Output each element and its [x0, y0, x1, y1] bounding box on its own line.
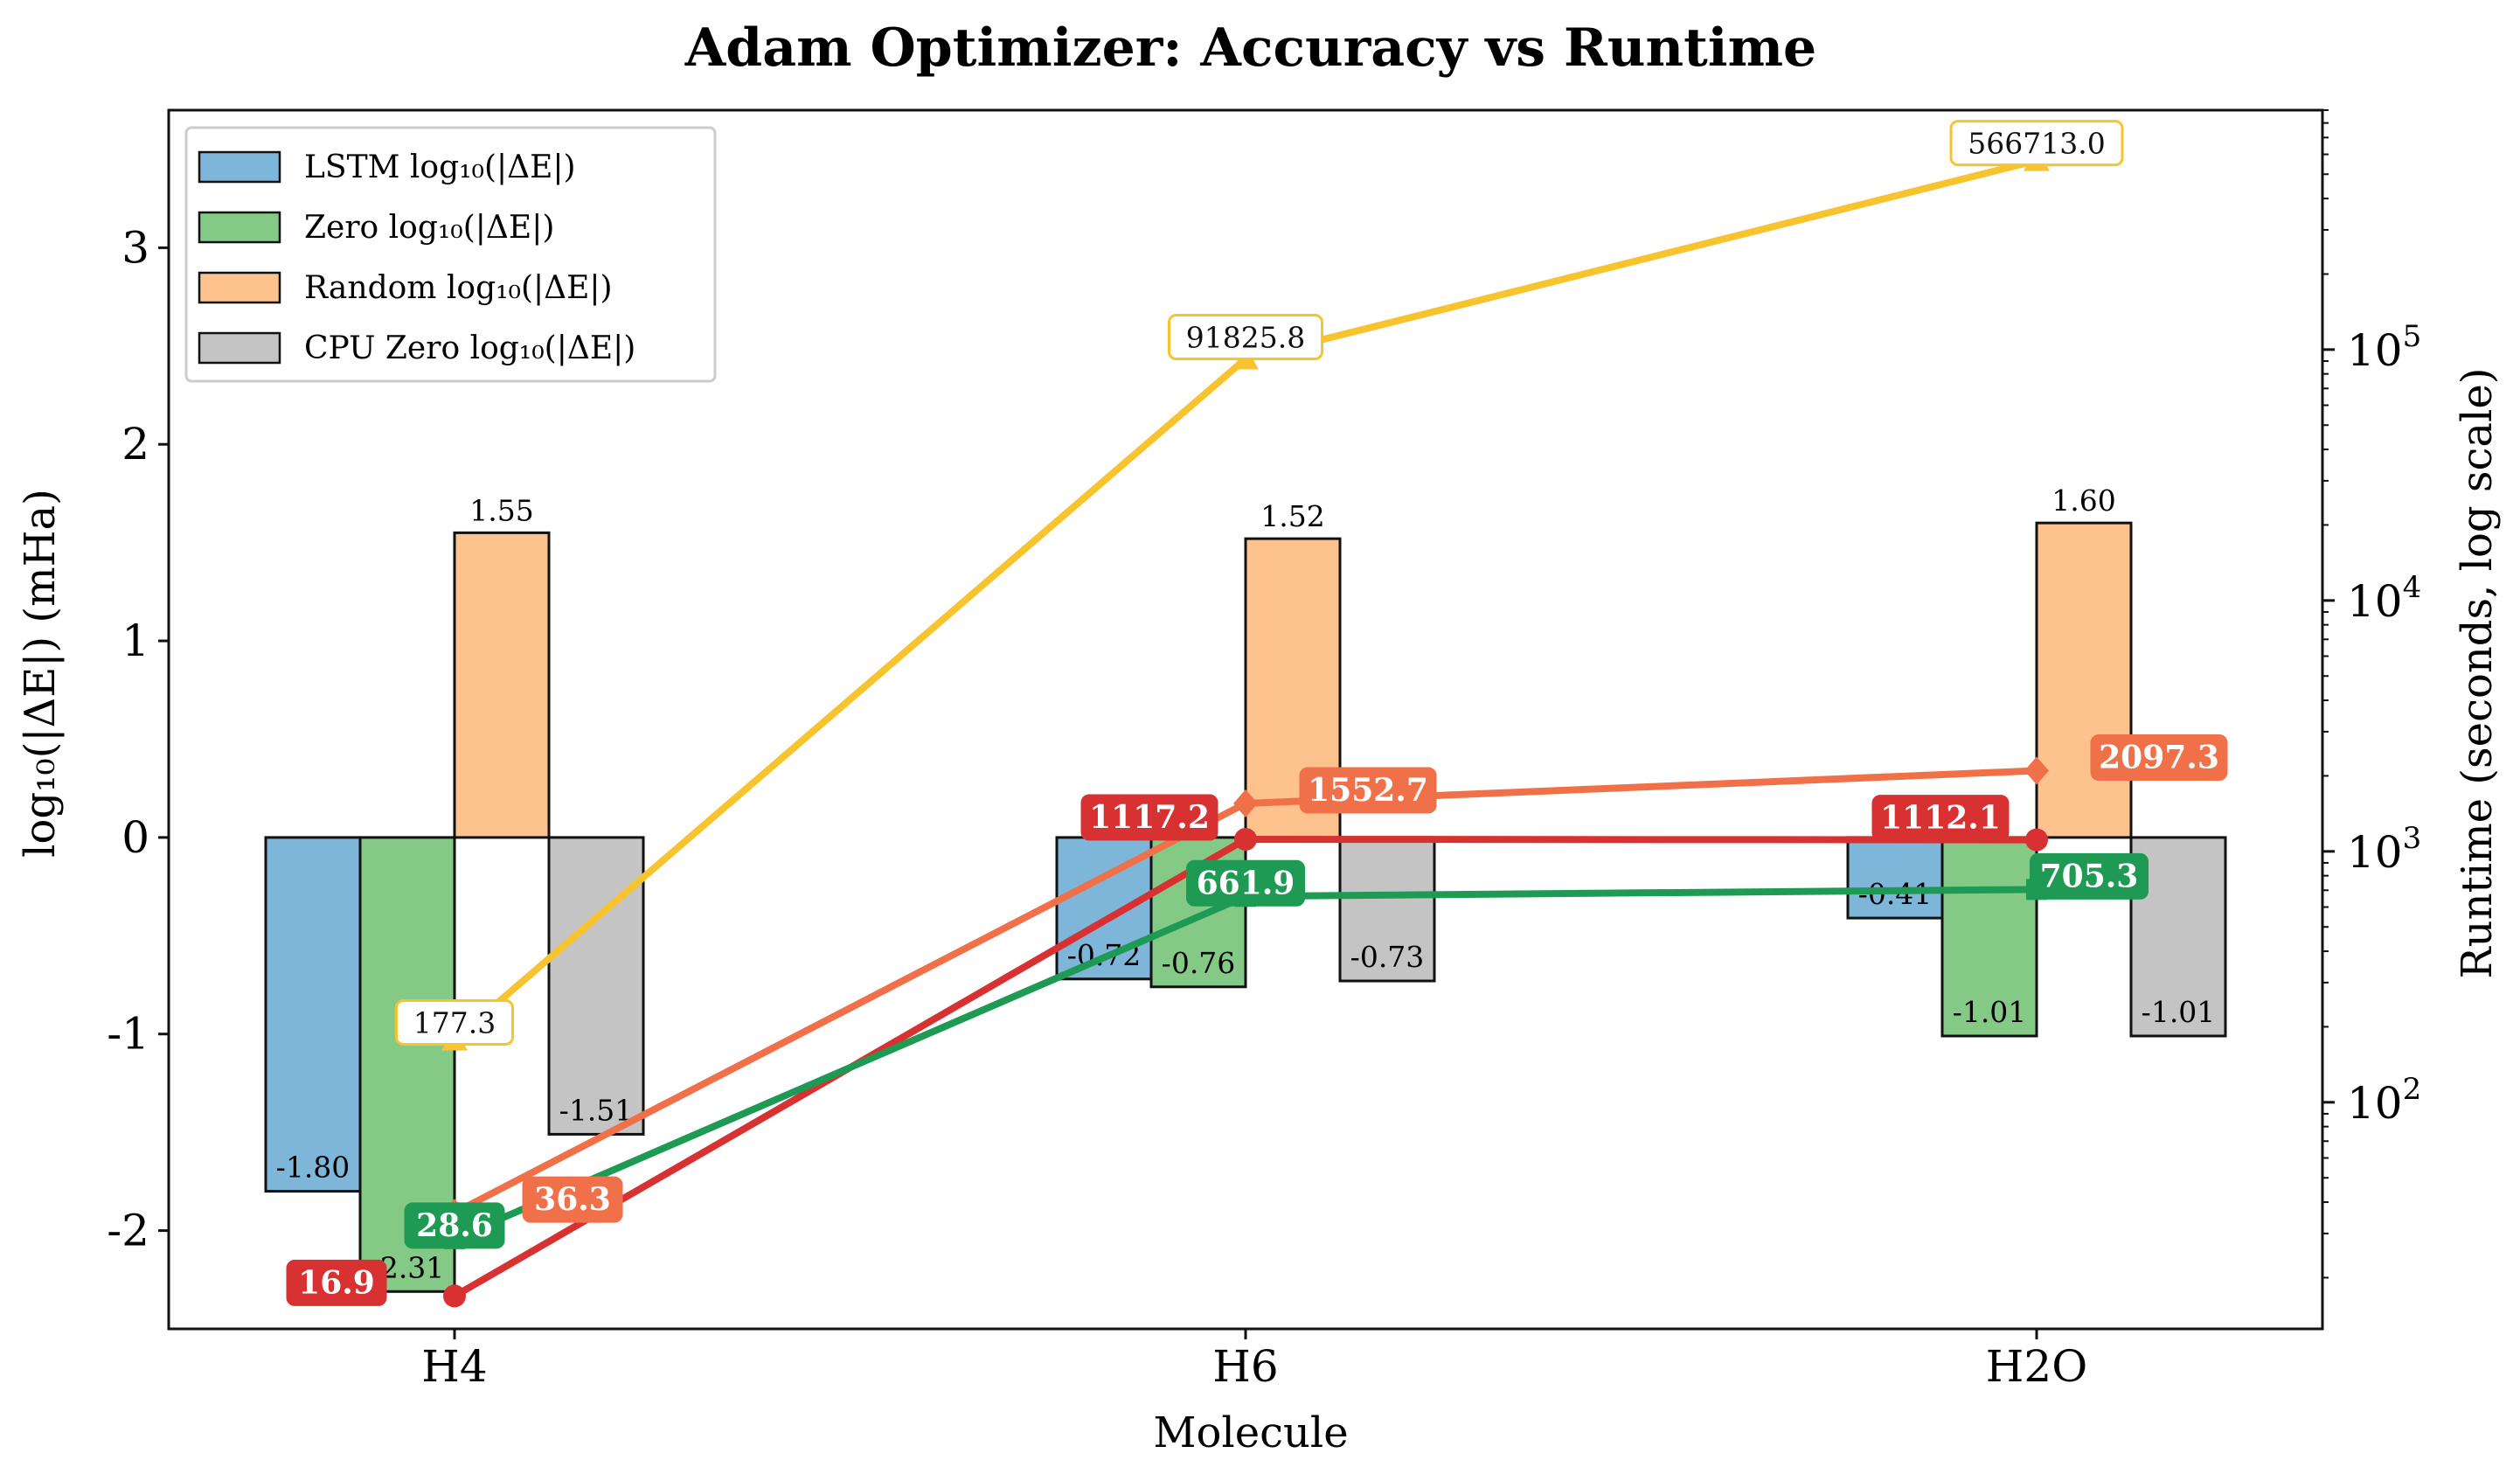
runtime-label-box: [286, 1259, 387, 1306]
runtime-label-text: 177.3: [413, 1005, 496, 1039]
y2-tick-base: 10: [2347, 325, 2403, 376]
runtime-value-label: 1112.1: [1871, 795, 2010, 842]
x-tick-label: H2O: [1986, 1341, 2087, 1392]
runtime-label-text: 1117.2: [1089, 799, 1210, 836]
y2-tick-base: 10: [2347, 827, 2403, 878]
runtime-point: [2025, 828, 2048, 852]
bar-value-label: 1.60: [2051, 483, 2115, 518]
bar-value-label: -1.51: [559, 1093, 634, 1127]
runtime-value-label: 91825.8: [1168, 313, 1323, 360]
runtime-value-label: 705.3: [2030, 852, 2149, 900]
legend-label: LSTM log₁₀(|ΔE|): [304, 149, 576, 185]
legend-label: CPU Zero log₁₀(|ΔE|): [304, 330, 635, 366]
runtime-label-text: 661.9: [1197, 865, 1295, 901]
bar-value-label: 1.52: [1260, 499, 1324, 533]
y-axis-label: log₁₀(|ΔE|) (mHa): [16, 489, 65, 858]
runtime-label-text: 1112.1: [1880, 800, 2001, 837]
plot-area: -1.80-0.72-0.41-2.31-0.76-1.011.55 1.52 1.…: [107, 108, 2421, 1392]
y2-tick-exponent: 3: [2403, 821, 2422, 856]
bar: [1940, 836, 2038, 1038]
runtime-value-label: 1117.2: [1080, 794, 1218, 841]
y-tick-label: 1: [121, 615, 149, 666]
y2-tick-exponent: 4: [2403, 570, 2422, 605]
bar: [264, 836, 362, 1193]
y2-axis-label: Runtime (seconds, log scale): [2453, 368, 2502, 979]
bar: [1338, 836, 1436, 983]
runtime-label-box: [522, 1176, 623, 1223]
runtime-label-box: [1080, 794, 1218, 841]
runtime-value-label: 16.9: [286, 1259, 387, 1306]
bar: [2035, 521, 2133, 839]
runtime-point: [443, 1284, 466, 1308]
chart-title: Adam Optimizer: Accuracy vs Runtime: [684, 17, 1816, 79]
x-tick-label: H6: [1212, 1341, 1278, 1392]
runtime-point: [1234, 828, 1257, 852]
y-tick-label: -1: [107, 1009, 149, 1060]
y-tick-label: -2: [107, 1206, 149, 1256]
runtime-label-text: 1552.7: [1308, 772, 1428, 809]
runtime-label-box: [2030, 852, 2149, 900]
legend: [184, 126, 717, 383]
legend-swatch: [198, 271, 281, 304]
bar-value-label: -0.73: [1350, 940, 1425, 974]
bar: [453, 531, 551, 839]
y-tick-label: 0: [121, 812, 149, 863]
y2-tick-label: 104: [2347, 570, 2421, 627]
runtime-label-text: 91825.8: [1186, 320, 1305, 354]
runtime-value-label: 566713.0: [1949, 120, 2124, 167]
y2-tick-label: 103: [2347, 821, 2421, 878]
runtime-label-box: [1186, 859, 1305, 907]
bar: [547, 836, 645, 1136]
runtime-label-box: [395, 998, 514, 1046]
bar-value-label: -0.76: [1162, 946, 1236, 980]
x-axis-label: Molecule: [1153, 1408, 1348, 1457]
y2-tick-exponent: 5: [2403, 319, 2422, 354]
x-tick-label: H4: [421, 1341, 487, 1392]
runtime-value-label: 177.3: [395, 998, 514, 1046]
runtime-point: [1233, 789, 1258, 817]
runtime-label-box: [2090, 734, 2228, 782]
y2-tick-base: 10: [2347, 576, 2403, 627]
runtime-label-box: [404, 1202, 505, 1249]
runtime-label-box: [1299, 767, 1437, 814]
runtime-label-box: [1871, 795, 2010, 842]
runtime-label-text: 2097.3: [2099, 740, 2219, 776]
y-tick-label: 3: [121, 222, 149, 273]
runtime-label-box: [1168, 313, 1323, 360]
legend-swatch: [198, 331, 281, 365]
y-tick-label: 2: [121, 419, 149, 469]
y2-tick-exponent: 2: [2403, 1072, 2422, 1107]
legend-swatch: [198, 150, 281, 184]
runtime-label-box: [1949, 120, 2124, 167]
runtime-label-text: 16.9: [298, 1264, 375, 1301]
runtime-value-label: 2097.3: [2090, 734, 2228, 782]
legend-label: Zero log₁₀(|ΔE|): [304, 210, 554, 246]
runtime-value-label: 1552.7: [1299, 767, 1437, 814]
runtime-value-label: 36.3: [522, 1176, 623, 1223]
bar-value-label: -1.01: [1953, 995, 2027, 1029]
bar-value-label: -1.80: [276, 1151, 351, 1185]
y2-tick-label: 105: [2347, 319, 2421, 376]
runtime-point: [2024, 756, 2049, 785]
runtime-label-text: 705.3: [2040, 858, 2139, 894]
y2-tick-base: 10: [2347, 1078, 2403, 1129]
y2-tick-label: 102: [2347, 1072, 2421, 1129]
bar-value-label: -1.01: [2142, 995, 2216, 1029]
runtime-label-text: 28.6: [416, 1207, 493, 1244]
runtime-value-label: 28.6: [404, 1202, 505, 1249]
runtime-value-label: 661.9: [1186, 859, 1305, 907]
legend-swatch: [198, 211, 281, 244]
bar-value-label: 1.55: [469, 493, 533, 527]
legend-label: Random log₁₀(|ΔE|): [304, 270, 613, 306]
runtime-label-text: 566713.0: [1968, 127, 2105, 161]
runtime-label-text: 36.3: [534, 1181, 611, 1218]
